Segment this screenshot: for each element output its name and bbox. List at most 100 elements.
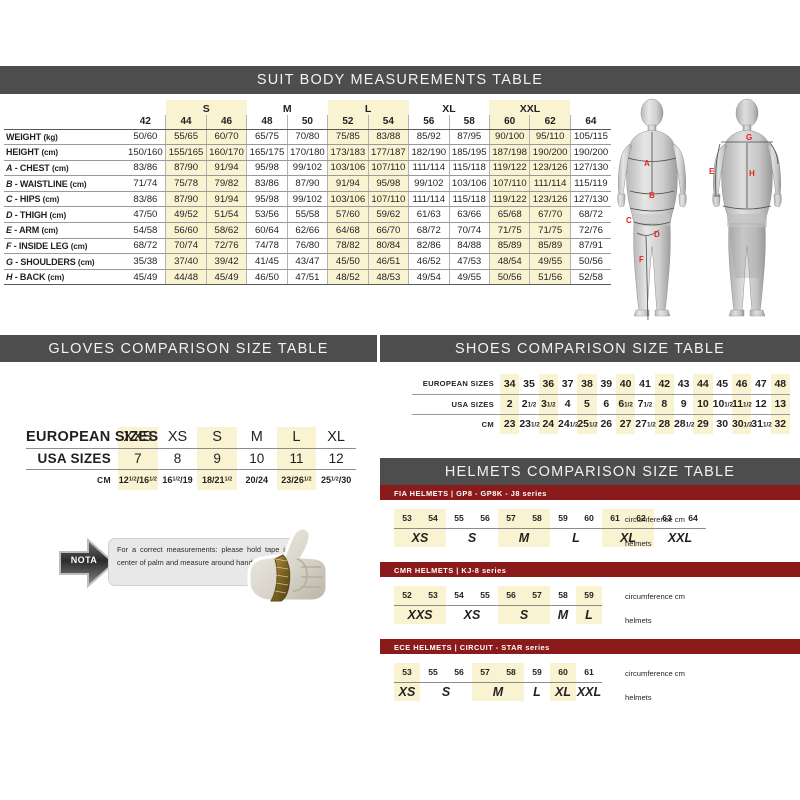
helmet-size-cell: M xyxy=(472,682,524,701)
gloves-cm-size: 251/2/30 xyxy=(320,474,352,485)
suit-measurements-table: S M L XL XXL 42 44 46 48 50 52 54 56 58 60 62 64 WEIGHT (… xyxy=(4,100,611,286)
gloves-row: USA SIZES 7 8 9 10 11 12 xyxy=(26,448,356,470)
helmet-size-cell: L xyxy=(572,530,580,545)
suit-measurement-cell: 85/89 xyxy=(488,238,530,255)
suit-size-header: 44 xyxy=(165,115,207,130)
suit-measurement-cell: 66/70 xyxy=(367,222,409,239)
suit-measurement-cell: 150/160 xyxy=(125,144,166,161)
suit-measurement-cell: 90/100 xyxy=(488,129,530,146)
gloves-european-size: XXS xyxy=(118,427,158,449)
suit-measurement-cell: 173/183 xyxy=(327,144,369,161)
suit-measurement-cell: 49/54 xyxy=(408,269,450,286)
helmet-circumference-cell: 57 xyxy=(498,509,524,529)
suit-size-group: XL xyxy=(442,103,456,115)
suit-size-group xyxy=(125,100,165,115)
suit-measurement-cell: 111/114 xyxy=(529,175,571,192)
shoes-usa-size: 2 xyxy=(500,394,520,415)
suit-measurement-cell: 99/102 xyxy=(286,160,328,177)
suit-measurement-cell: 55/58 xyxy=(286,206,328,224)
helmets-section: FIA HELMETS | GP8 - GP8K - J8 series 53 54… xyxy=(380,485,800,740)
helmets-section-title: HELMETS COMPARISON SIZE TABLE xyxy=(444,463,736,480)
suit-measurement-label: H - BACK (cm) xyxy=(4,269,126,286)
suit-measurement-cell: 190/200 xyxy=(569,144,611,161)
suit-measurement-cell: 50/56 xyxy=(488,269,530,286)
shoes-row: EUROPEAN SIZES 34 35 36 37 38 39 40 41 42 43 44 45 46… xyxy=(412,374,790,395)
helmet-helmets-label: helmets xyxy=(625,693,652,702)
suit-measurement-cell: 49/55 xyxy=(448,269,490,286)
helmet-size-cell: XS xyxy=(394,528,446,547)
size-header-spacer xyxy=(4,115,126,130)
suit-measurement-cell: 63/66 xyxy=(448,206,490,224)
shoes-european-size: 35 xyxy=(519,374,539,395)
shoes-cm-size: 271/2 xyxy=(635,418,656,431)
suit-measurement-cell: 57/60 xyxy=(327,206,369,224)
suit-measurement-cell: 165/175 xyxy=(246,144,288,161)
front-mannequin: A B C D F xyxy=(617,98,687,321)
suit-measurement-row: H - BACK (cm) 45/49 44/48 45/49 46/50 47/51 48… xyxy=(4,269,611,286)
shoes-usa-size: 21/2 xyxy=(519,394,539,415)
suit-size-header: 62 xyxy=(529,115,571,130)
helmet-circumference-cell: 54 xyxy=(446,586,472,606)
suit-measurement-cell: 160/170 xyxy=(205,144,247,161)
shoes-section-title: SHOES COMPARISON SIZE TABLE xyxy=(454,340,726,357)
shoes-usa-size: 101/2 xyxy=(712,394,733,415)
shoes-row: CM 23 231/2 24 241/2 251/2 26 27 271/2 28 281/2 29 3… xyxy=(412,414,790,434)
suit-measurement-cell: 71/75 xyxy=(488,222,530,239)
suit-measurement-cell: 67/70 xyxy=(529,206,571,224)
suit-measurement-cell: 83/86 xyxy=(125,191,166,208)
shoes-usa-size: 12 xyxy=(751,394,771,415)
shoes-european-size: 37 xyxy=(557,374,578,395)
helmet-circumference-row: 52 53 54 55 56 57 58 59 xyxy=(394,586,602,606)
suit-measurement-cell: 35/38 xyxy=(125,253,166,270)
suit-size-group: XXL xyxy=(489,100,571,115)
suit-measurement-row: C - HIPS (cm) 83/86 87/90 91/94 95/98 99/102 1… xyxy=(4,191,611,208)
helmet-circumference-cell: 60 xyxy=(550,663,576,683)
helmet-group-band: FIA HELMETS | GP8 - GP8K - J8 series xyxy=(380,485,800,500)
shoes-usa-size: 71/2 xyxy=(635,394,655,415)
suit-measurement-row: B - WAISTLINE (cm) 71/74 75/78 79/82 83/86 87… xyxy=(4,175,611,192)
suit-measurement-cell: 91/94 xyxy=(327,175,369,192)
shoes-cm-size: 27 xyxy=(615,414,636,434)
suit-measurement-cell: 45/49 xyxy=(125,269,166,286)
shoes-european-size: 39 xyxy=(596,374,616,395)
suit-size-header: 54 xyxy=(367,115,409,130)
suit-measurement-cell: 87/90 xyxy=(165,191,207,208)
suit-measurement-cell: 84/88 xyxy=(448,238,490,255)
suit-measurement-cell: 52/58 xyxy=(569,269,611,286)
suit-measurement-cell: 119/122 xyxy=(488,160,530,177)
shoes-usa-size: 61/2 xyxy=(615,394,636,415)
shoes-cm-size: 311/2 xyxy=(751,418,772,431)
suit-measurement-cell: 115/118 xyxy=(448,160,490,177)
back-mannequin: G E H xyxy=(709,98,782,317)
suit-measurement-cell: 95/98 xyxy=(246,191,288,208)
helmet-circumference-row: 53 54 55 56 57 58 59 60 61 62 63 64 xyxy=(394,509,706,529)
gloves-european-size: L xyxy=(276,427,317,449)
suit-measurement-cell: 115/118 xyxy=(448,191,490,208)
helmet-group: CMR HELMETS | KJ-8 series 52 53 54 55 56 57 58 5… xyxy=(380,562,800,639)
helmet-size-cell: S xyxy=(467,530,477,545)
section-divider xyxy=(378,335,380,740)
suit-measurement-label: E - ARM (cm) xyxy=(4,222,126,239)
helmet-circumference-cell: 63 xyxy=(654,509,680,529)
suit-measurement-cell: 53/56 xyxy=(246,206,288,224)
suit-measurement-cell: 155/165 xyxy=(165,144,207,161)
suit-measurement-cell: 68/72 xyxy=(408,222,450,239)
suit-measurement-cell: 190/200 xyxy=(529,144,571,161)
shoes-cm-size: 241/2 xyxy=(557,418,579,431)
shoes-cm-size: 28 xyxy=(654,414,674,434)
suit-measurement-cell: 71/75 xyxy=(529,222,571,239)
suit-measurement-cell: 115/119 xyxy=(569,175,611,192)
suit-measurement-label: G - SHOULDERS (cm) xyxy=(4,253,126,270)
helmet-size-cell: L xyxy=(533,684,541,699)
suit-measurement-cell: 91/94 xyxy=(205,160,247,177)
gloves-european-size: XS xyxy=(157,427,198,449)
suit-measurement-cell: 80/84 xyxy=(367,238,409,255)
group-row-spacer xyxy=(4,100,125,115)
suit-measurement-cell: 170/180 xyxy=(286,144,328,161)
shoes-section: EUROPEAN SIZES 34 35 36 37 38 39 40 41 42 43 44 45 46… xyxy=(380,362,800,454)
suit-measurement-cell: 48/52 xyxy=(327,269,369,286)
helmet-circumference-cell: 62 xyxy=(628,509,654,529)
helmet-circumference-label: circumference cm xyxy=(625,592,685,601)
shoes-cm-size: 301/2 xyxy=(731,414,752,434)
